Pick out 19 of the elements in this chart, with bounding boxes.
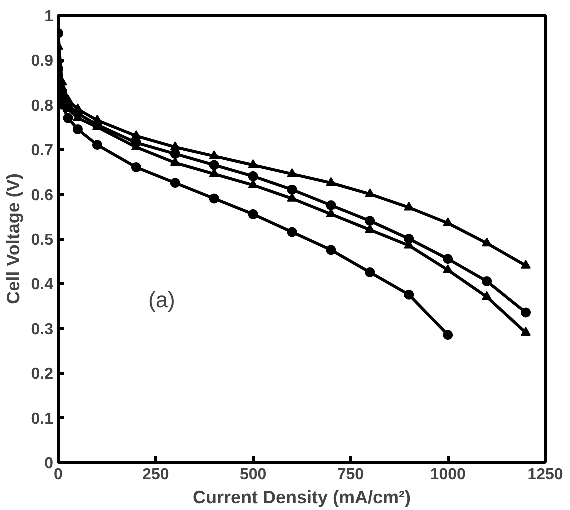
x-tick-label: 750	[337, 466, 364, 484]
y-tick-label: 0	[44, 456, 54, 472]
x-tick-label: 1250	[528, 466, 564, 484]
x-tick-label: 500	[240, 466, 267, 484]
y-tick-label: 0.1	[31, 410, 54, 428]
annotation: (a)	[148, 288, 176, 312]
y-tick-label: 0.8	[31, 98, 54, 115]
y-tick-label: 0.7	[31, 142, 54, 160]
y-tick-label: 1	[44, 8, 54, 26]
x-axis-title: Current Density (mA/cm²)	[192, 488, 412, 508]
y-tick-label: 0.2	[31, 366, 54, 384]
y-tick-label: 0.9	[31, 53, 54, 70]
x-tick-label: 1000	[430, 466, 466, 484]
x-tick-label: 250	[142, 466, 170, 484]
y-tick-label: 0.6	[31, 187, 54, 204]
y-tick-label: 0.5	[31, 232, 54, 249]
y-tick-label: 0.4	[31, 276, 54, 294]
y-tick-label: 0.3	[31, 321, 54, 338]
y-axis-title: Cell Voltage (V)	[3, 174, 24, 304]
